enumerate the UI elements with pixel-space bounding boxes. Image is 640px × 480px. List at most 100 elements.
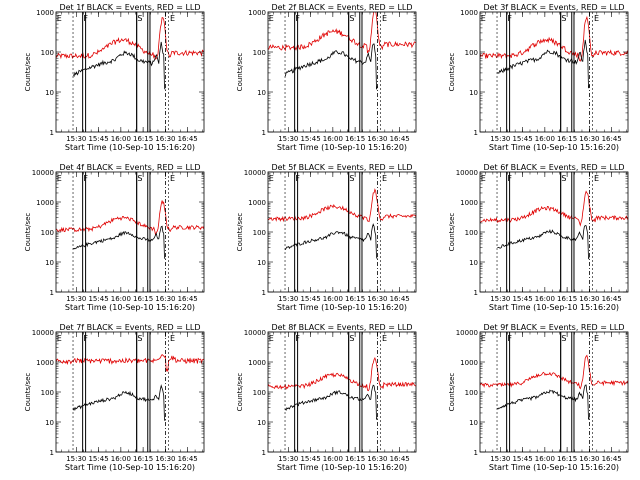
interval-marker-label: E	[170, 334, 175, 343]
lld-series-line	[56, 354, 204, 373]
x-tick-label: 16:30	[155, 135, 175, 143]
x-tick-label: 15:30	[66, 135, 86, 143]
y-tick-label: 1	[50, 289, 54, 297]
events-series-line	[284, 384, 378, 421]
x-tick-label: 16:00	[111, 295, 131, 303]
interval-marker-label: F	[295, 14, 300, 23]
y-axis-label: Counts/sec	[236, 53, 244, 92]
x-tick-label: 16:00	[111, 135, 131, 143]
x-axis-label: Start Time (10-Sep-10 15:16:20)	[489, 463, 619, 472]
series-group	[268, 12, 416, 90]
y-tick-label: 10	[45, 419, 54, 427]
panel-title: Det 5f BLACK = Events, RED = LLD	[271, 163, 412, 172]
y-tick-label: 10	[257, 89, 266, 97]
x-tick-label: 16:30	[155, 295, 175, 303]
plot-frame	[479, 11, 629, 133]
x-tick-label: 16:45	[390, 455, 410, 463]
y-tick-label: 10	[469, 89, 478, 97]
x-tick-label: 16:30	[579, 295, 599, 303]
y-tick-label: 1000	[36, 359, 54, 367]
x-tick-label: 15:45	[300, 135, 320, 143]
series-group	[480, 354, 628, 420]
x-tick-label: 16:30	[367, 135, 387, 143]
events-series-line	[497, 384, 590, 420]
x-tick-label: 15:45	[88, 135, 108, 143]
x-tick-label: 15:45	[88, 455, 108, 463]
plot-frame	[267, 331, 417, 453]
x-tick-label: 16:30	[579, 135, 599, 143]
panel-title: Det 6f BLACK = Events, RED = LLD	[483, 163, 624, 172]
interval-marker-label: S	[137, 14, 142, 23]
panel-title: Det 2f BLACK = Events, RED = LLD	[271, 3, 412, 12]
y-tick-label: 10	[469, 419, 478, 427]
interval-marker-label: S	[561, 334, 566, 343]
y-tick-label: 1	[262, 129, 266, 137]
lld-series-line	[480, 15, 628, 62]
interval-marker-label: S	[561, 174, 566, 183]
x-axis-label: Start Time (10-Sep-10 15:16:20)	[277, 463, 407, 472]
y-axis-label: Counts/sec	[236, 213, 244, 252]
interval-marker-label: S	[137, 174, 142, 183]
lld-series-line	[480, 354, 628, 390]
x-tick-label: 16:15	[557, 295, 577, 303]
interval-marker-label: F	[507, 334, 512, 343]
interval-marker-label: S	[561, 14, 566, 23]
y-tick-label: 10	[469, 259, 478, 267]
interval-marker-label: S	[349, 174, 354, 183]
plot-frame	[267, 11, 417, 133]
x-tick-label: 16:45	[602, 455, 622, 463]
panel-title: Det 9f BLACK = Events, RED = LLD	[483, 323, 624, 332]
x-tick-label: 16:30	[367, 295, 387, 303]
y-tick-label: 1	[50, 449, 54, 457]
y-axis-label: Counts/sec	[24, 373, 32, 412]
interval-marker-label: F	[295, 334, 300, 343]
x-tick-label: 15:45	[512, 295, 532, 303]
y-tick-label: 1000	[36, 199, 54, 207]
y-tick-label: 1000	[248, 359, 266, 367]
x-tick-label: 16:00	[535, 455, 555, 463]
interval-marker-label: F	[83, 174, 88, 183]
plot-frame	[55, 11, 205, 133]
y-tick-label: 10000	[456, 169, 478, 177]
y-tick-label: 100	[253, 49, 266, 57]
x-tick-label: 15:45	[512, 135, 532, 143]
interval-marker-label: E	[170, 174, 175, 183]
x-tick-label: 16:45	[602, 135, 622, 143]
interval-marker-label: F	[83, 334, 88, 343]
lld-series-line	[56, 17, 204, 60]
y-tick-label: 10	[257, 419, 266, 427]
panel-title: Det 8f BLACK = Events, RED = LLD	[271, 323, 412, 332]
interval-marker-label: E	[481, 14, 486, 23]
y-tick-label: 100	[253, 229, 266, 237]
y-tick-label: 1	[262, 289, 266, 297]
y-tick-label: 1000	[248, 9, 266, 17]
interval-marker-label: E	[269, 174, 274, 183]
x-tick-label: 16:15	[133, 135, 153, 143]
x-tick-label: 16:15	[133, 455, 153, 463]
x-axis-label: Start Time (10-Sep-10 15:16:20)	[277, 303, 407, 312]
panel-title: Det 4f BLACK = Events, RED = LLD	[59, 163, 200, 172]
y-axis-label: Counts/sec	[236, 373, 244, 412]
y-tick-label: 1	[474, 129, 478, 137]
detector-panel-3: E F S E 1 10 100 1000 15:30 15:45 16:00 16:15 16:30 1…	[448, 3, 629, 152]
interval-marker-label: S	[349, 14, 354, 23]
x-tick-label: 15:45	[300, 295, 320, 303]
y-axis-label: Counts/sec	[24, 213, 32, 252]
interval-marker-label: F	[507, 14, 512, 23]
y-tick-label: 100	[41, 49, 54, 57]
interval-marker-label: E	[170, 14, 175, 23]
series-group	[480, 190, 628, 260]
lld-series-line	[56, 200, 204, 237]
x-axis-label: Start Time (10-Sep-10 15:16:20)	[65, 463, 195, 472]
panel-title: Det 7f BLACK = Events, RED = LLD	[59, 323, 200, 332]
lld-series-line	[268, 188, 416, 223]
interval-marker-label: F	[507, 174, 512, 183]
y-tick-label: 10000	[244, 329, 266, 337]
y-tick-label: 10	[45, 89, 54, 97]
events-series-line	[497, 225, 590, 260]
x-tick-label: 16:00	[111, 455, 131, 463]
